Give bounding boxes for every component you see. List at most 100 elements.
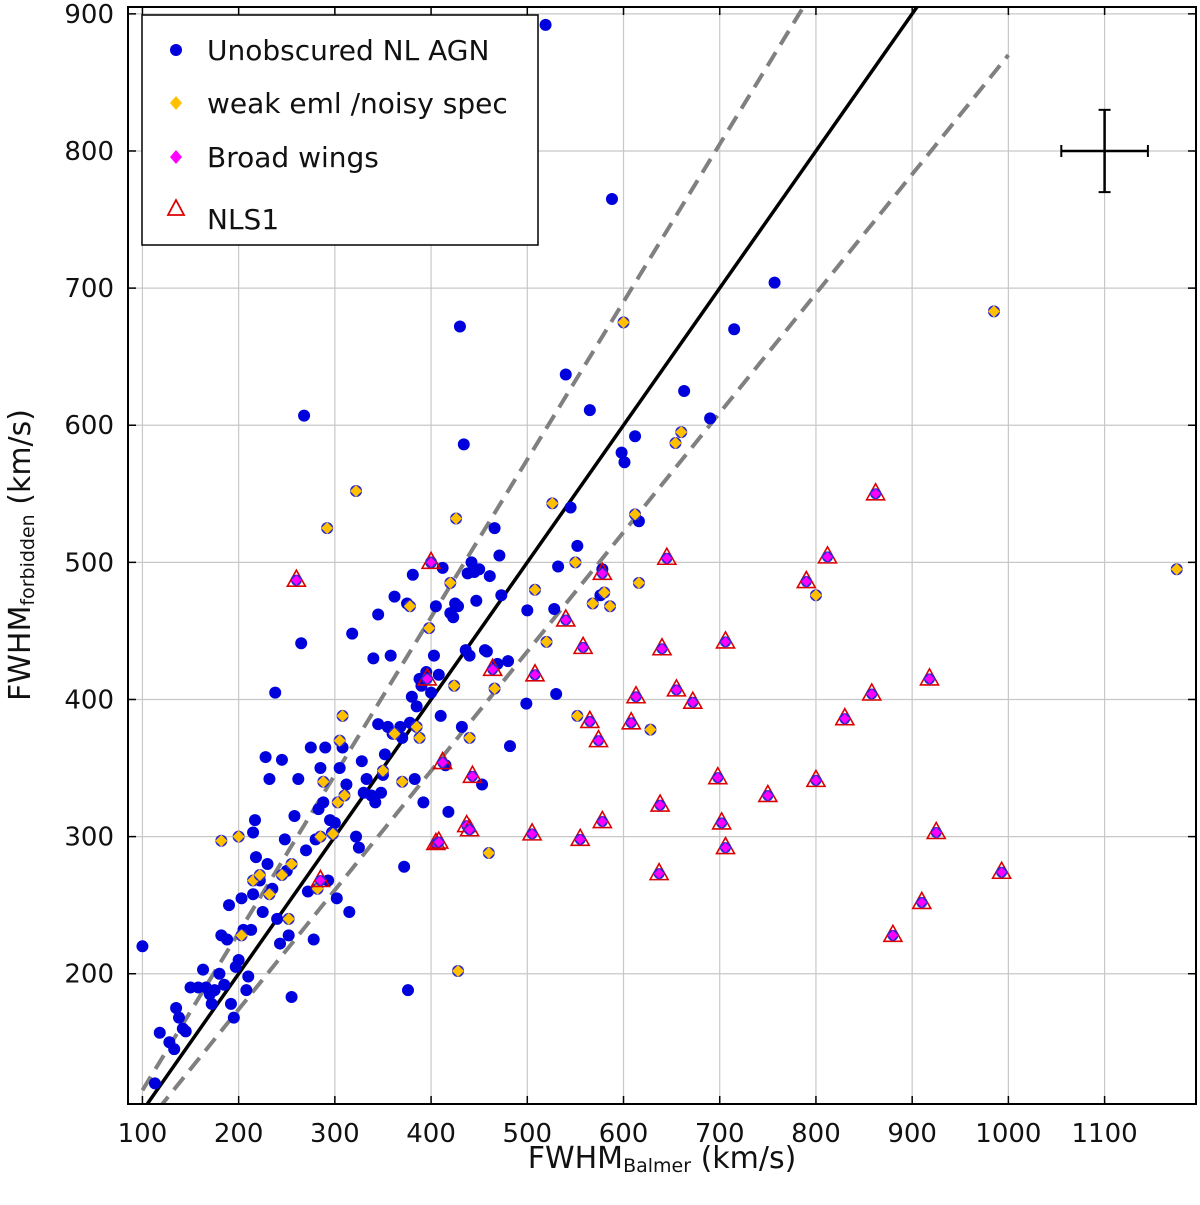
point-weak-eml-diamond (598, 586, 611, 599)
point-unobscured-72 (352, 841, 365, 854)
point-unobscured-77 (367, 652, 380, 665)
point-broad-wings-diamond (597, 568, 608, 579)
point-weak-eml-diamond (444, 576, 457, 589)
point-unobscured-18 (218, 978, 231, 991)
legend-box (141, 14, 539, 246)
point-unobscured-60 (319, 741, 332, 754)
point-unobscured-22 (227, 1011, 240, 1024)
point-unobscured-68 (340, 778, 353, 791)
point-broad-wings-diamond (822, 551, 833, 562)
point-weak-eml-diamond (275, 869, 288, 882)
point-broad-wings-diamond (487, 664, 498, 675)
point-broad-wings-6 (432, 750, 453, 770)
point-unobscured-35 (256, 906, 269, 919)
point-weak-eml-21 (396, 775, 409, 788)
point-weak-eml-34 (528, 583, 541, 596)
point-broad-wings-16 (579, 709, 601, 729)
point-broad-wings-diamond (560, 614, 571, 625)
legend-label-weak-eml: weak eml /noisy spec (207, 87, 508, 120)
point-broad-wings-diamond (464, 824, 475, 835)
point-weak-eml-diamond (423, 622, 436, 635)
point-unobscured-51 (298, 409, 311, 422)
point-broad-wings-diamond (916, 897, 927, 908)
point-broad-wings-35 (817, 545, 838, 564)
point-weak-eml-diamond (675, 426, 688, 439)
point-weak-eml-diamond (338, 789, 351, 802)
x-tick-label-900: 900 (887, 1119, 937, 1149)
point-weak-eml-30 (452, 964, 465, 977)
point-broad-wings-diamond (426, 557, 437, 568)
point-unobscured-27 (240, 984, 253, 997)
point-weak-eml-0 (215, 834, 228, 847)
point-weak-eml-diamond (376, 764, 389, 777)
point-broad-wings-8 (459, 818, 480, 837)
point-weak-eml-diamond (617, 316, 630, 329)
point-weak-eml-7 (282, 912, 295, 925)
y-tick-label-300: 300 (64, 823, 114, 853)
point-weak-eml-49 (987, 305, 1000, 318)
point-unobscured-53 (301, 885, 314, 898)
point-weak-eml-16 (336, 709, 349, 722)
point-unobscured-133 (503, 740, 516, 753)
point-broad-wings-diamond (315, 875, 326, 886)
point-broad-wings-36 (834, 707, 856, 726)
point-broad-wings-diamond (887, 930, 898, 941)
legend-label-nls1: NLS1 (207, 203, 279, 236)
point-broad-wings-42 (925, 820, 947, 840)
point-unobscured-151 (678, 384, 691, 397)
point-weak-eml-46 (669, 437, 682, 450)
point-unobscured-4 (168, 1043, 181, 1056)
point-weak-eml-33 (488, 682, 501, 695)
point-broad-wings-diamond (584, 716, 595, 727)
point-unobscured-64 (328, 816, 341, 829)
point-broad-wings-40 (911, 890, 933, 910)
point-unobscured-115 (455, 720, 468, 733)
legend-item-nls1: NLS1 (166, 198, 279, 236)
point-weak-eml-diamond (809, 589, 822, 602)
point-unobscured-73 (355, 755, 368, 768)
point-broad-wings-diamond (597, 816, 608, 827)
point-broad-wings-38 (865, 482, 886, 501)
point-weak-eml-diamond (317, 775, 330, 788)
point-weak-eml-diamond (235, 929, 248, 942)
point-unobscured-127 (483, 570, 496, 583)
point-weak-eml-diamond (488, 682, 501, 695)
point-unobscured-41 (271, 912, 284, 925)
point-unobscured-138 (550, 687, 563, 700)
point-weak-eml-diamond (321, 522, 334, 535)
point-weak-eml-diamond (263, 888, 276, 901)
point-broad-wings-diamond (467, 771, 478, 782)
legend-circle-marker (170, 44, 182, 56)
point-unobscured-85 (384, 649, 397, 662)
point-weak-eml-44 (632, 576, 645, 589)
plot-frame (127, 6, 1197, 1105)
point-weak-eml-diamond (403, 600, 416, 613)
point-weak-eml-17 (338, 789, 351, 802)
x-tick-label-1100: 1100 (1072, 1119, 1138, 1149)
y-tick-label-500: 500 (64, 548, 114, 578)
point-unobscured-6 (172, 1011, 185, 1024)
point-weak-eml-15 (333, 734, 346, 747)
point-unobscured-113 (452, 600, 465, 613)
reference-lines (140, 7, 1010, 1104)
legend-item-unobscured: Unobscured NL AGN (170, 34, 489, 67)
point-unobscured-120 (465, 556, 478, 569)
point-unobscured-36 (259, 751, 272, 764)
point-unobscured-15 (208, 984, 221, 997)
point-broad-wings-diamond (593, 735, 604, 746)
point-broad-wings-9 (462, 764, 483, 784)
point-unobscured-80 (372, 608, 385, 621)
point-unobscured-2 (153, 1026, 166, 1039)
point-unobscured-33 (249, 851, 262, 864)
legend-item-weak-eml: weak eml /noisy spec (170, 87, 508, 120)
point-unobscured-5 (170, 1002, 183, 1015)
point-broad-wings-18 (591, 561, 613, 581)
point-unobscured-122 (470, 594, 483, 607)
point-weak-eml-11 (317, 775, 330, 788)
point-unobscured-106 (434, 709, 447, 722)
point-unobscured-46 (282, 929, 295, 942)
point-weak-eml-diamond (669, 437, 682, 450)
point-unobscured-47 (285, 991, 298, 1004)
point-unobscured-116 (457, 438, 470, 451)
point-broad-wings-diamond (575, 834, 586, 845)
